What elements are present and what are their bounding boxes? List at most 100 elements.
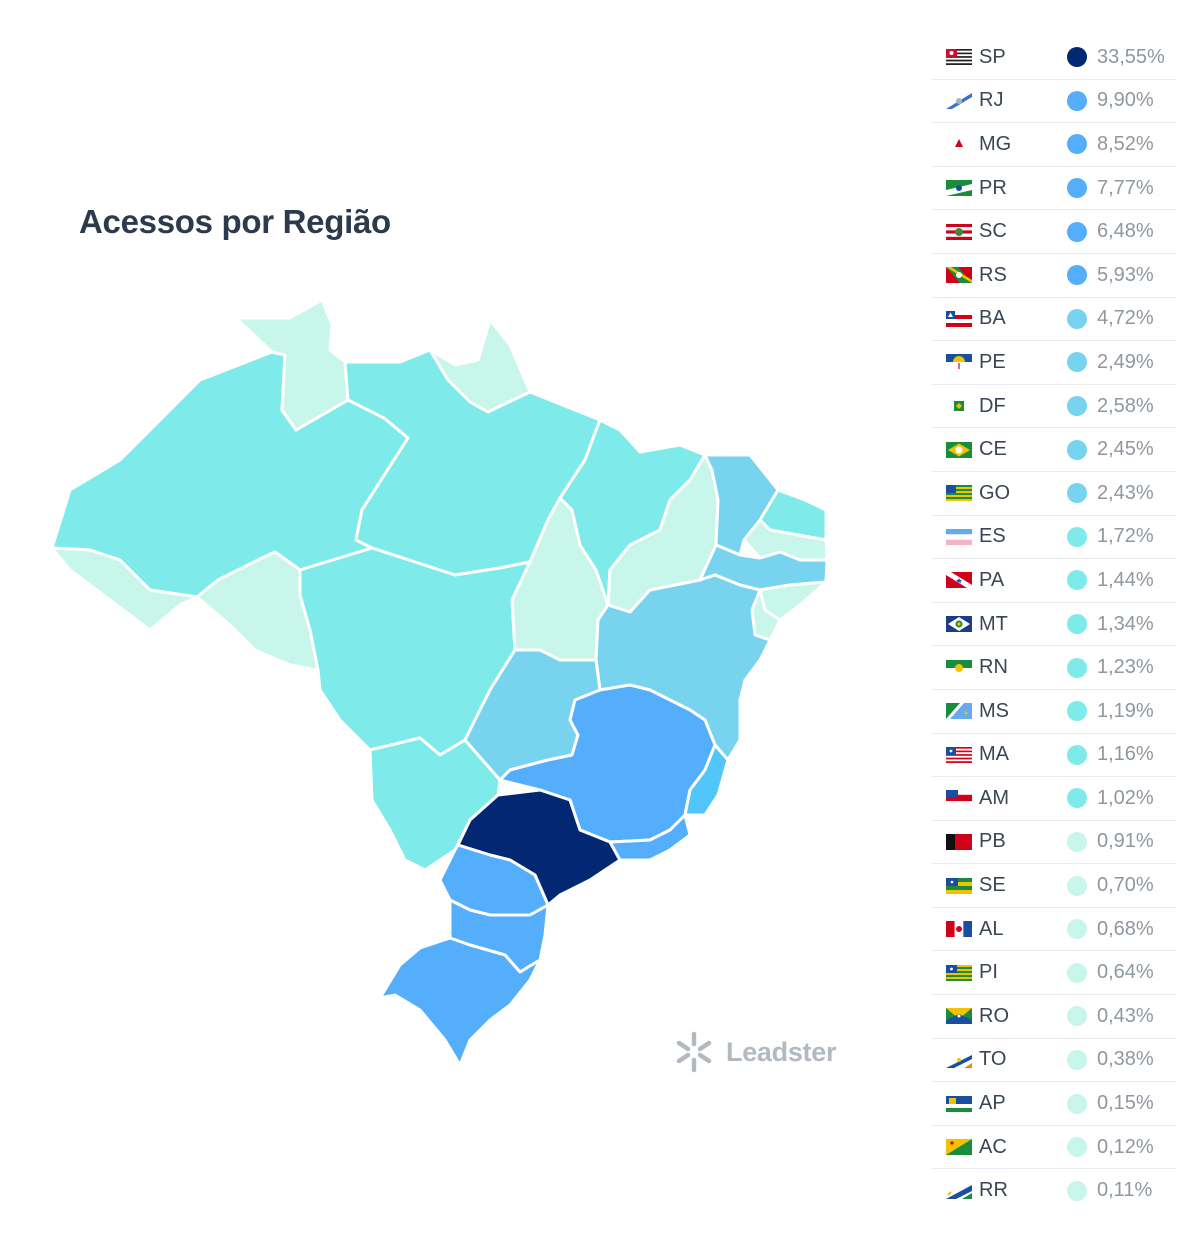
state-code: MA	[979, 743, 1009, 766]
pa-flag-icon	[946, 572, 972, 589]
state-row-mt: MT 1,34%	[932, 603, 1176, 647]
rj-flag-icon	[946, 92, 972, 109]
state-row-df: DF 2,58%	[932, 385, 1176, 429]
pe-flag-icon	[946, 354, 972, 371]
ap-flag-icon	[946, 1095, 972, 1112]
state-code: RS	[979, 263, 1007, 286]
state-percentage: 1,23%	[1097, 656, 1154, 679]
state-percentage: 5,93%	[1097, 263, 1154, 286]
leadster-logo-text: Leadster	[726, 1036, 837, 1067]
state-code: MS	[979, 699, 1009, 722]
state-code: PA	[979, 568, 1005, 591]
state-code: CE	[979, 438, 1007, 461]
state-percentage: 0,68%	[1097, 917, 1154, 940]
state-code: AM	[979, 786, 1009, 809]
state-code: DF	[979, 394, 1006, 417]
legend-color-dot	[1067, 308, 1087, 329]
state-code: MT	[979, 612, 1008, 635]
legend-color-dot	[1067, 657, 1087, 678]
state-ranking-list: SP 33,55% RJ 9,90% MG 8,52% PR 7,77% SC 6,48% RS 5,…	[932, 36, 1176, 1212]
state-percentage: 8,52%	[1097, 132, 1154, 155]
state-percentage: 1,72%	[1097, 525, 1154, 548]
pi-flag-icon	[946, 964, 972, 981]
state-percentage: 0,91%	[1097, 830, 1154, 853]
state-row-go: GO 2,43%	[932, 472, 1176, 516]
state-code: RR	[979, 1179, 1008, 1202]
state-row-mg: MG 8,52%	[932, 123, 1176, 167]
state-percentage: 33,55%	[1097, 45, 1165, 68]
state-percentage: 1,19%	[1097, 699, 1154, 722]
state-code: SC	[979, 220, 1007, 243]
state-percentage: 7,77%	[1097, 176, 1154, 199]
leadster-logo: Leadster	[672, 1030, 836, 1074]
state-code: SP	[979, 45, 1006, 68]
state-code: RN	[979, 656, 1008, 679]
state-row-sp: SP 33,55%	[932, 36, 1176, 80]
map-region-rj[interactable]	[608, 813, 692, 862]
state-percentage: 6,48%	[1097, 220, 1154, 243]
legend-color-dot	[1067, 396, 1087, 417]
legend-color-dot	[1067, 744, 1087, 765]
to-flag-icon	[946, 1051, 972, 1068]
state-percentage: 0,38%	[1097, 1048, 1154, 1071]
ma-flag-icon	[946, 746, 972, 763]
state-percentage: 2,45%	[1097, 438, 1154, 461]
state-percentage: 2,58%	[1097, 394, 1154, 417]
state-row-pb: PB 0,91%	[932, 821, 1176, 865]
state-code: AP	[979, 1092, 1006, 1115]
sp-flag-icon	[946, 49, 972, 66]
am-flag-icon	[946, 790, 972, 807]
state-percentage: 0,43%	[1097, 1004, 1154, 1027]
state-row-ap: AP 0,15%	[932, 1082, 1176, 1126]
brazil-map	[50, 298, 829, 1067]
state-percentage: 1,34%	[1097, 612, 1154, 635]
state-percentage: 0,11%	[1097, 1179, 1153, 1202]
ms-flag-icon	[946, 703, 972, 720]
mt-flag-icon	[946, 616, 972, 633]
map-region-ce[interactable]	[703, 453, 780, 557]
state-code: AL	[979, 917, 1004, 940]
legend-color-dot	[1067, 483, 1087, 504]
state-row-es: ES 1,72%	[932, 516, 1176, 560]
state-row-pa: PA 1,44%	[932, 559, 1176, 603]
map-region-es[interactable]	[683, 743, 730, 817]
pb-flag-icon	[946, 833, 972, 850]
state-row-ma: MA 1,16%	[932, 734, 1176, 778]
state-code: PE	[979, 350, 1006, 373]
state-row-to: TO 0,38%	[932, 1039, 1176, 1083]
legend-color-dot	[1067, 90, 1087, 111]
state-row-ac: AC 0,12%	[932, 1126, 1176, 1170]
legend-color-dot	[1067, 1049, 1087, 1070]
legend-color-dot	[1067, 1180, 1087, 1201]
state-percentage: 2,43%	[1097, 481, 1154, 504]
legend-color-dot	[1067, 352, 1087, 373]
legend-color-dot	[1067, 47, 1087, 68]
state-row-sc: SC 6,48%	[932, 210, 1176, 254]
state-row-pi: PI 0,64%	[932, 951, 1176, 996]
state-row-ba: BA 4,72%	[932, 298, 1176, 342]
legend-color-dot	[1067, 1137, 1087, 1158]
state-percentage: 0,64%	[1097, 961, 1154, 984]
state-row-ms: MS 1,19%	[932, 690, 1176, 734]
go-flag-icon	[946, 485, 972, 502]
state-row-pe: PE 2,49%	[932, 341, 1176, 385]
state-row-rn: RN 1,23%	[932, 646, 1176, 690]
legend-color-dot	[1067, 439, 1087, 460]
state-percentage: 0,12%	[1097, 1135, 1154, 1158]
map-region-rs[interactable]	[378, 936, 542, 1067]
legend-color-dot	[1067, 701, 1087, 722]
sc-flag-icon	[946, 223, 972, 240]
state-code: AC	[979, 1135, 1007, 1158]
state-row-rs: RS 5,93%	[932, 254, 1176, 298]
se-flag-icon	[946, 877, 972, 894]
ac-flag-icon	[946, 1139, 972, 1156]
state-percentage: 4,72%	[1097, 307, 1154, 330]
state-percentage: 1,16%	[1097, 743, 1154, 766]
state-row-am: AM 1,02%	[932, 777, 1176, 821]
leadster-logo-icon	[676, 1031, 712, 1073]
legend-color-dot	[1067, 221, 1087, 242]
legend-color-dot	[1067, 1093, 1087, 1114]
map-region-ac[interactable]	[50, 546, 199, 632]
state-row-rr: RR 0,11%	[932, 1169, 1176, 1212]
state-row-rj: RJ 9,90%	[932, 80, 1176, 124]
